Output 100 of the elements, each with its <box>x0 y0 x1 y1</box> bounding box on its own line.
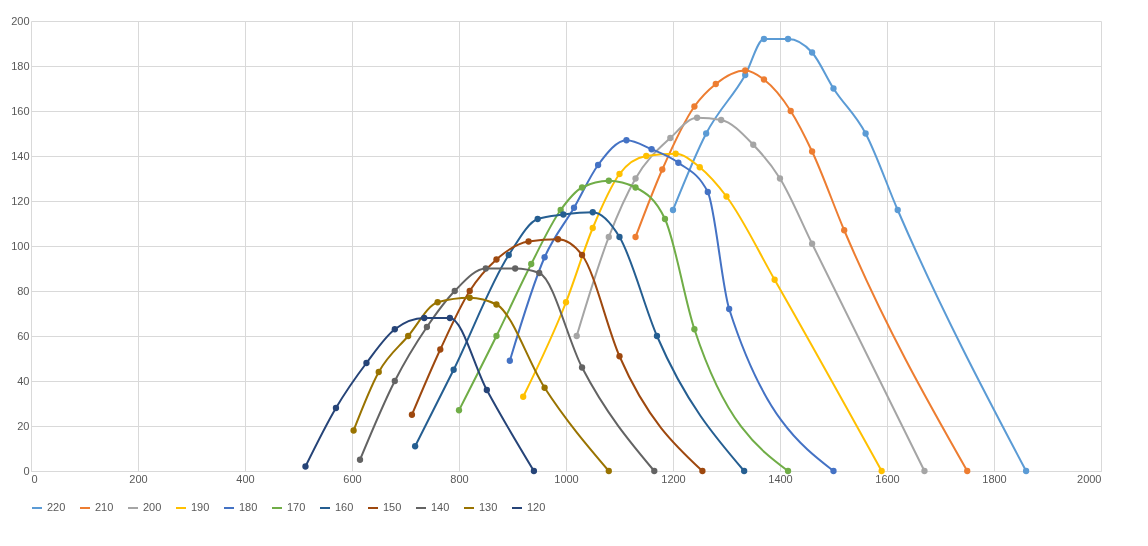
point <box>375 368 382 376</box>
point <box>562 299 570 306</box>
point <box>894 206 901 214</box>
point <box>661 215 669 223</box>
point <box>483 386 490 394</box>
point <box>423 323 431 331</box>
point <box>450 366 457 373</box>
point <box>570 204 578 211</box>
point <box>466 294 473 301</box>
point <box>451 287 458 295</box>
point <box>643 152 650 160</box>
point <box>455 407 463 414</box>
legend-label: 190 <box>191 501 210 513</box>
legend-label: 160 <box>335 501 354 513</box>
x-tick-label: 800 <box>450 472 469 485</box>
point <box>332 404 340 412</box>
point <box>530 467 538 475</box>
point <box>421 314 428 322</box>
point <box>391 377 398 385</box>
point <box>691 326 698 333</box>
point <box>557 206 564 214</box>
point <box>696 164 703 171</box>
point <box>482 265 489 272</box>
point <box>653 332 661 340</box>
point <box>573 332 580 340</box>
point <box>760 35 768 43</box>
point <box>808 148 816 155</box>
point <box>437 346 444 353</box>
point <box>784 467 792 475</box>
point <box>667 134 674 142</box>
point <box>699 467 706 475</box>
point <box>446 314 454 322</box>
y-tick-label: 20 <box>17 419 30 432</box>
point <box>616 233 623 241</box>
legend-label: 130 <box>479 501 498 513</box>
point <box>669 206 677 214</box>
point <box>616 170 623 178</box>
point <box>750 141 757 148</box>
y-tick-label: 40 <box>17 374 30 387</box>
point <box>691 103 698 110</box>
point <box>541 384 548 391</box>
point <box>632 233 639 241</box>
point <box>350 427 357 434</box>
point <box>302 463 309 470</box>
point <box>605 233 612 241</box>
point <box>493 301 500 308</box>
legend-label: 140 <box>431 501 450 513</box>
y-tick-label: 140 <box>11 149 30 162</box>
y-tick-label: 0 <box>23 464 30 477</box>
x-tick-label: 600 <box>343 472 362 485</box>
point <box>411 443 419 450</box>
point <box>742 67 749 74</box>
point <box>391 326 398 333</box>
point <box>525 238 532 245</box>
y-tick-label: 120 <box>11 194 30 207</box>
point <box>704 188 711 196</box>
point <box>493 256 500 263</box>
x-tick-label: 1400 <box>768 472 793 485</box>
x-tick-label: 200 <box>129 472 148 485</box>
point <box>541 254 548 261</box>
legend-label: 120 <box>527 501 546 513</box>
point <box>830 467 837 475</box>
point <box>672 150 679 157</box>
point <box>632 184 639 191</box>
point <box>693 114 701 121</box>
legend-label: 200 <box>143 501 162 513</box>
point <box>560 211 567 218</box>
point <box>363 359 370 367</box>
legend-label: 180 <box>239 501 258 513</box>
point <box>964 467 971 475</box>
point <box>771 276 778 283</box>
x-tick-label: 1600 <box>875 472 900 485</box>
point <box>589 209 596 216</box>
point <box>534 215 541 223</box>
point <box>505 251 512 259</box>
point <box>578 251 586 259</box>
y-tick-label: 100 <box>11 239 30 252</box>
point <box>589 224 596 232</box>
point <box>760 76 768 83</box>
x-tick-label: 1200 <box>661 472 686 485</box>
point <box>659 166 666 173</box>
point <box>578 184 586 191</box>
point <box>512 265 519 272</box>
point <box>726 305 733 313</box>
point <box>520 393 527 400</box>
point <box>723 193 730 200</box>
point <box>808 49 816 56</box>
point <box>623 137 630 144</box>
y-tick-label: 60 <box>17 329 30 342</box>
point <box>648 146 655 153</box>
point <box>408 411 416 418</box>
point <box>616 353 623 360</box>
legend-label: 220 <box>47 501 66 513</box>
point <box>675 159 682 166</box>
point <box>405 332 412 340</box>
point <box>536 269 543 277</box>
point <box>878 467 885 475</box>
point <box>434 299 441 306</box>
x-tick-label: 1800 <box>982 472 1007 485</box>
point <box>506 357 513 364</box>
